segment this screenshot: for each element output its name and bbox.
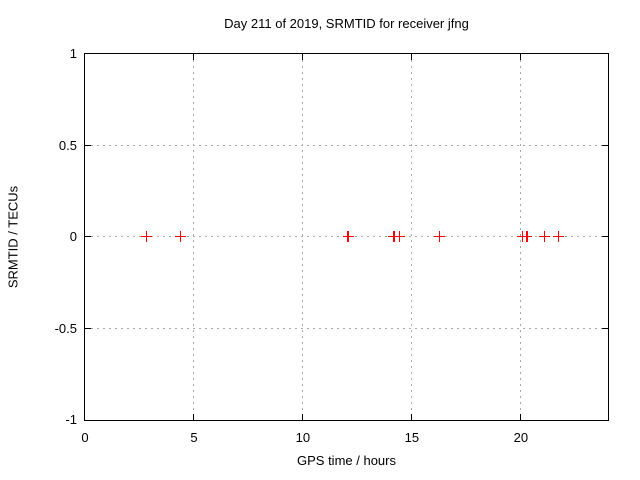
x-tick-label: 0 (81, 430, 89, 445)
data-point-marker (538, 231, 550, 242)
x-tick-bottom (410, 413, 412, 420)
x-tick-top (519, 53, 521, 60)
data-point-marker (141, 231, 153, 242)
x-tick-top (192, 53, 194, 60)
data-point-marker (393, 231, 405, 242)
x-tick-label: 15 (404, 430, 420, 445)
data-point-marker (342, 231, 354, 242)
y-tick-label: 0 (69, 229, 77, 244)
y-gridline (84, 144, 608, 146)
y-tick-right (601, 144, 608, 146)
x-tick-top (410, 53, 412, 60)
x-axis-label: GPS time / hours (297, 453, 396, 468)
data-point-marker (521, 231, 533, 242)
y-tick-left (84, 144, 91, 146)
data-point-marker (434, 231, 446, 242)
y-tick-left (84, 327, 91, 329)
x-tick-bottom (192, 413, 194, 420)
y-axis-label: SRMTID / TECUs (5, 185, 21, 289)
x-tick-bottom (301, 413, 303, 420)
y-tick-label: 0.5 (58, 137, 77, 153)
y-tick-right (601, 236, 608, 237)
y-tick-label: -1 (65, 412, 77, 427)
x-tick-label: 5 (190, 430, 198, 445)
x-tick-label: 20 (513, 430, 529, 445)
plot-area (83, 52, 609, 421)
x-tick-bottom (519, 413, 521, 420)
x-tick-label: 10 (295, 430, 311, 445)
y-tick-label: -0.5 (54, 320, 77, 336)
data-point-marker (174, 231, 186, 242)
y-tick-right (601, 327, 608, 329)
y-tick-left (84, 236, 91, 237)
x-tick-top (301, 53, 303, 60)
y-gridline (84, 327, 608, 329)
chart-title: Day 211 of 2019, SRMTID for receiver jfn… (224, 16, 469, 31)
y-tick-label: 1 (69, 46, 77, 61)
data-point-marker (552, 231, 564, 242)
